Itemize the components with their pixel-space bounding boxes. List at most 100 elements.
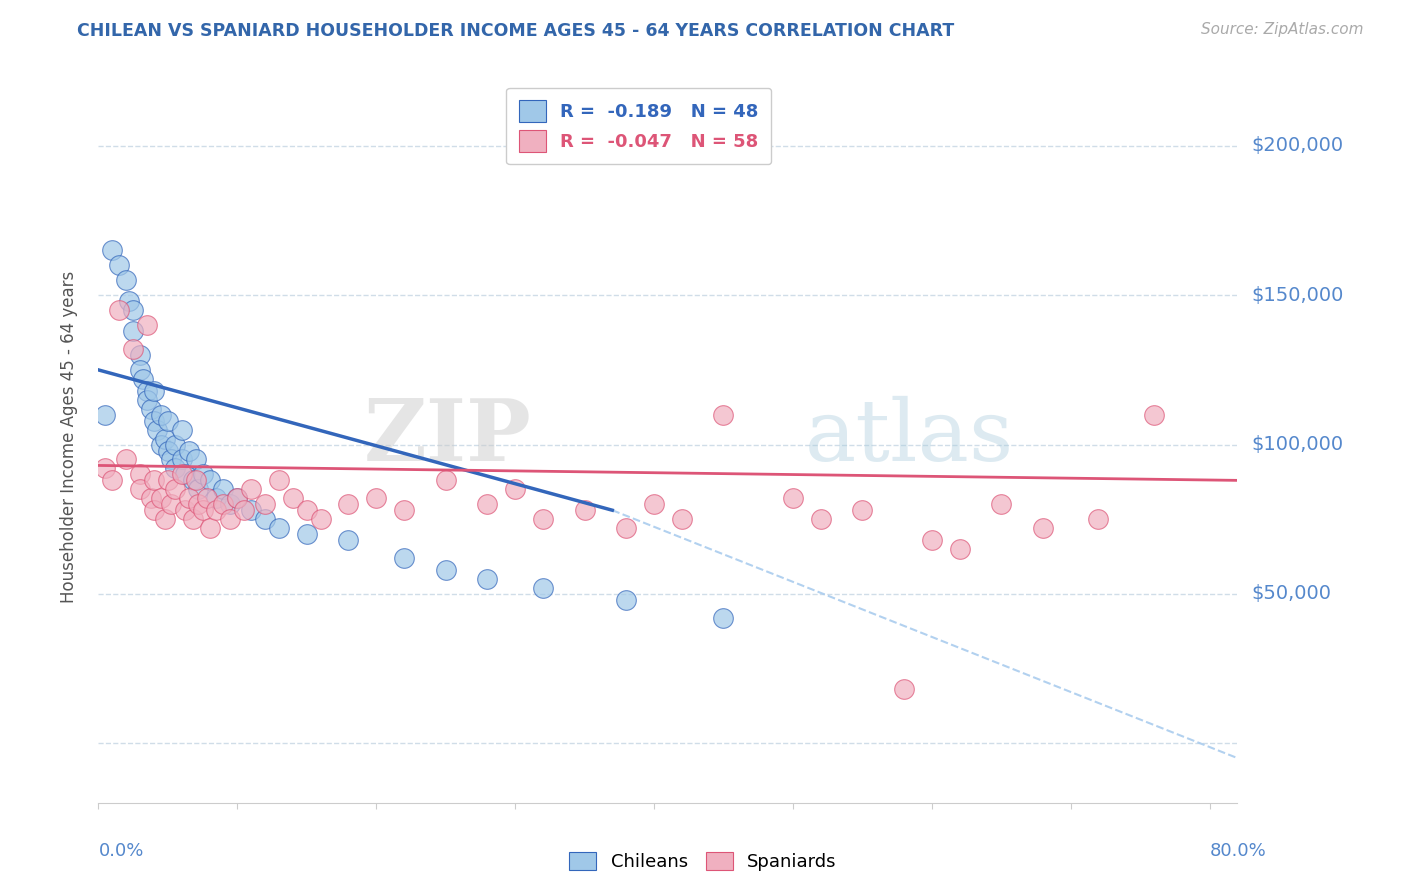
Text: CHILEAN VS SPANIARD HOUSEHOLDER INCOME AGES 45 - 64 YEARS CORRELATION CHART: CHILEAN VS SPANIARD HOUSEHOLDER INCOME A… (77, 22, 955, 40)
Point (921, 533, 943, 547)
Point (145, 423, 167, 437)
Point (219, 497, 242, 511)
Point (118, 294, 141, 309)
Text: ZIP: ZIP (363, 395, 531, 479)
Point (477, 497, 499, 511)
Point (143, 474, 166, 488)
Point (122, 303, 145, 318)
Point (156, 414, 179, 428)
Point (233, 503, 256, 517)
Point (163, 437, 186, 451)
Point (392, 503, 415, 517)
Point (159, 452, 181, 467)
Point (163, 461, 186, 475)
Point (782, 491, 804, 506)
Point (198, 474, 221, 488)
Point (149, 408, 172, 422)
Point (141, 401, 163, 416)
Point (226, 491, 249, 506)
Point (574, 503, 596, 517)
Point (94, 461, 117, 475)
Legend: R =  -0.189   N = 48, R =  -0.047   N = 58: R = -0.189 N = 48, R = -0.047 N = 58 (506, 87, 772, 164)
Text: Source: ZipAtlas.com: Source: ZipAtlas.com (1201, 22, 1364, 37)
Point (115, 273, 138, 287)
Point (614, 521, 637, 535)
Point (281, 491, 304, 506)
Point (1032, 521, 1054, 535)
Point (153, 512, 176, 526)
Point (101, 244, 124, 258)
Point (195, 491, 218, 506)
Point (173, 467, 195, 482)
Point (143, 503, 166, 517)
Point (181, 474, 204, 488)
Y-axis label: Householder Income Ages 45 - 64 years: Householder Income Ages 45 - 64 years (59, 271, 77, 603)
Text: $200,000: $200,000 (1251, 136, 1343, 155)
Point (170, 423, 193, 437)
Point (671, 512, 693, 526)
Point (101, 474, 124, 488)
Point (212, 483, 235, 497)
Point (226, 491, 249, 506)
Text: $150,000: $150,000 (1251, 285, 1344, 305)
Point (163, 483, 186, 497)
Point (1087, 512, 1109, 526)
Point (434, 474, 457, 488)
Point (187, 497, 209, 511)
Point (170, 467, 193, 482)
Point (108, 259, 131, 273)
Point (149, 437, 172, 451)
Point (136, 384, 159, 398)
Point (129, 348, 152, 362)
Point (713, 610, 735, 624)
Point (1143, 408, 1166, 422)
Point (254, 497, 277, 511)
Point (149, 491, 172, 506)
Point (713, 408, 735, 422)
Point (143, 414, 166, 428)
Point (614, 592, 637, 607)
Point (366, 491, 388, 506)
Point (219, 512, 242, 526)
Text: 0.0%: 0.0% (98, 842, 143, 860)
Point (159, 497, 181, 511)
Point (136, 318, 159, 332)
Point (267, 474, 290, 488)
Point (434, 563, 457, 577)
Point (295, 527, 318, 541)
Point (240, 503, 263, 517)
Point (170, 452, 193, 467)
Point (531, 512, 554, 526)
Point (173, 503, 195, 517)
Point (240, 483, 263, 497)
Point (129, 483, 152, 497)
Point (177, 491, 200, 506)
Point (132, 372, 155, 386)
Point (643, 497, 665, 511)
Point (122, 324, 145, 338)
Point (191, 467, 214, 482)
Point (810, 512, 832, 526)
Point (212, 497, 235, 511)
Point (503, 483, 526, 497)
Point (205, 491, 228, 506)
Text: $50,000: $50,000 (1251, 584, 1331, 603)
Point (267, 521, 290, 535)
Point (156, 474, 179, 488)
Point (948, 542, 970, 557)
Point (129, 467, 152, 482)
Point (181, 512, 204, 526)
Point (893, 682, 915, 697)
Text: $100,000: $100,000 (1251, 435, 1343, 454)
Text: 80.0%: 80.0% (1211, 842, 1267, 860)
Point (115, 452, 138, 467)
Point (129, 363, 152, 377)
Point (153, 432, 176, 446)
Point (156, 443, 179, 458)
Point (177, 443, 200, 458)
Point (254, 512, 277, 526)
Point (187, 483, 209, 497)
Point (136, 392, 159, 407)
Point (94, 408, 117, 422)
Point (392, 551, 415, 566)
